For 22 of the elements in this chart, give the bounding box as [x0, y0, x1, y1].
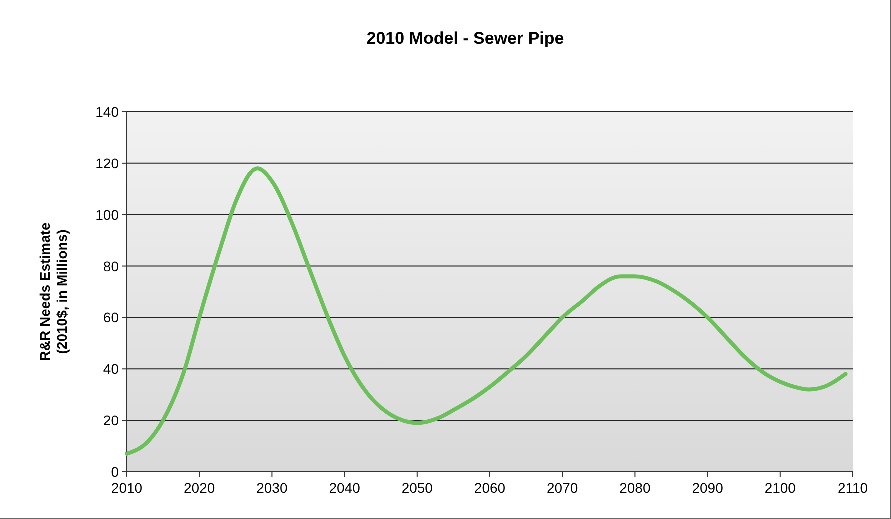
- x-tick-label: 2020: [184, 480, 216, 496]
- y-tick-label: 20: [103, 412, 120, 429]
- chart-title: 2010 Model - Sewer Pipe: [366, 29, 564, 48]
- y-tick-label: 100: [96, 206, 120, 223]
- x-tick-label: 2040: [329, 480, 361, 496]
- y-tick-label: 80: [103, 258, 120, 274]
- y-tick-label: 0: [111, 464, 120, 480]
- x-tick-label: 2080: [620, 480, 651, 496]
- x-tick-label: 2100: [764, 480, 796, 496]
- x-tick-label: 2060: [474, 480, 506, 496]
- y-axis-title: R&R Needs Estimate (2010$, in Millions): [37, 222, 70, 362]
- y-tick-label: 60: [103, 310, 120, 326]
- x-tick-label: 2050: [402, 480, 434, 496]
- x-tick-label: 2110: [838, 480, 868, 496]
- x-tick-label: 2090: [692, 480, 724, 496]
- x-tick-label: 2010: [111, 480, 143, 496]
- x-tick-label: 2030: [256, 480, 288, 496]
- y-tick-label: 120: [96, 155, 120, 172]
- x-tick-label: 2070: [547, 480, 578, 496]
- y-tick-label: 40: [103, 361, 120, 378]
- line-series: [125, 166, 848, 456]
- y-tick-label: 140: [96, 104, 120, 120]
